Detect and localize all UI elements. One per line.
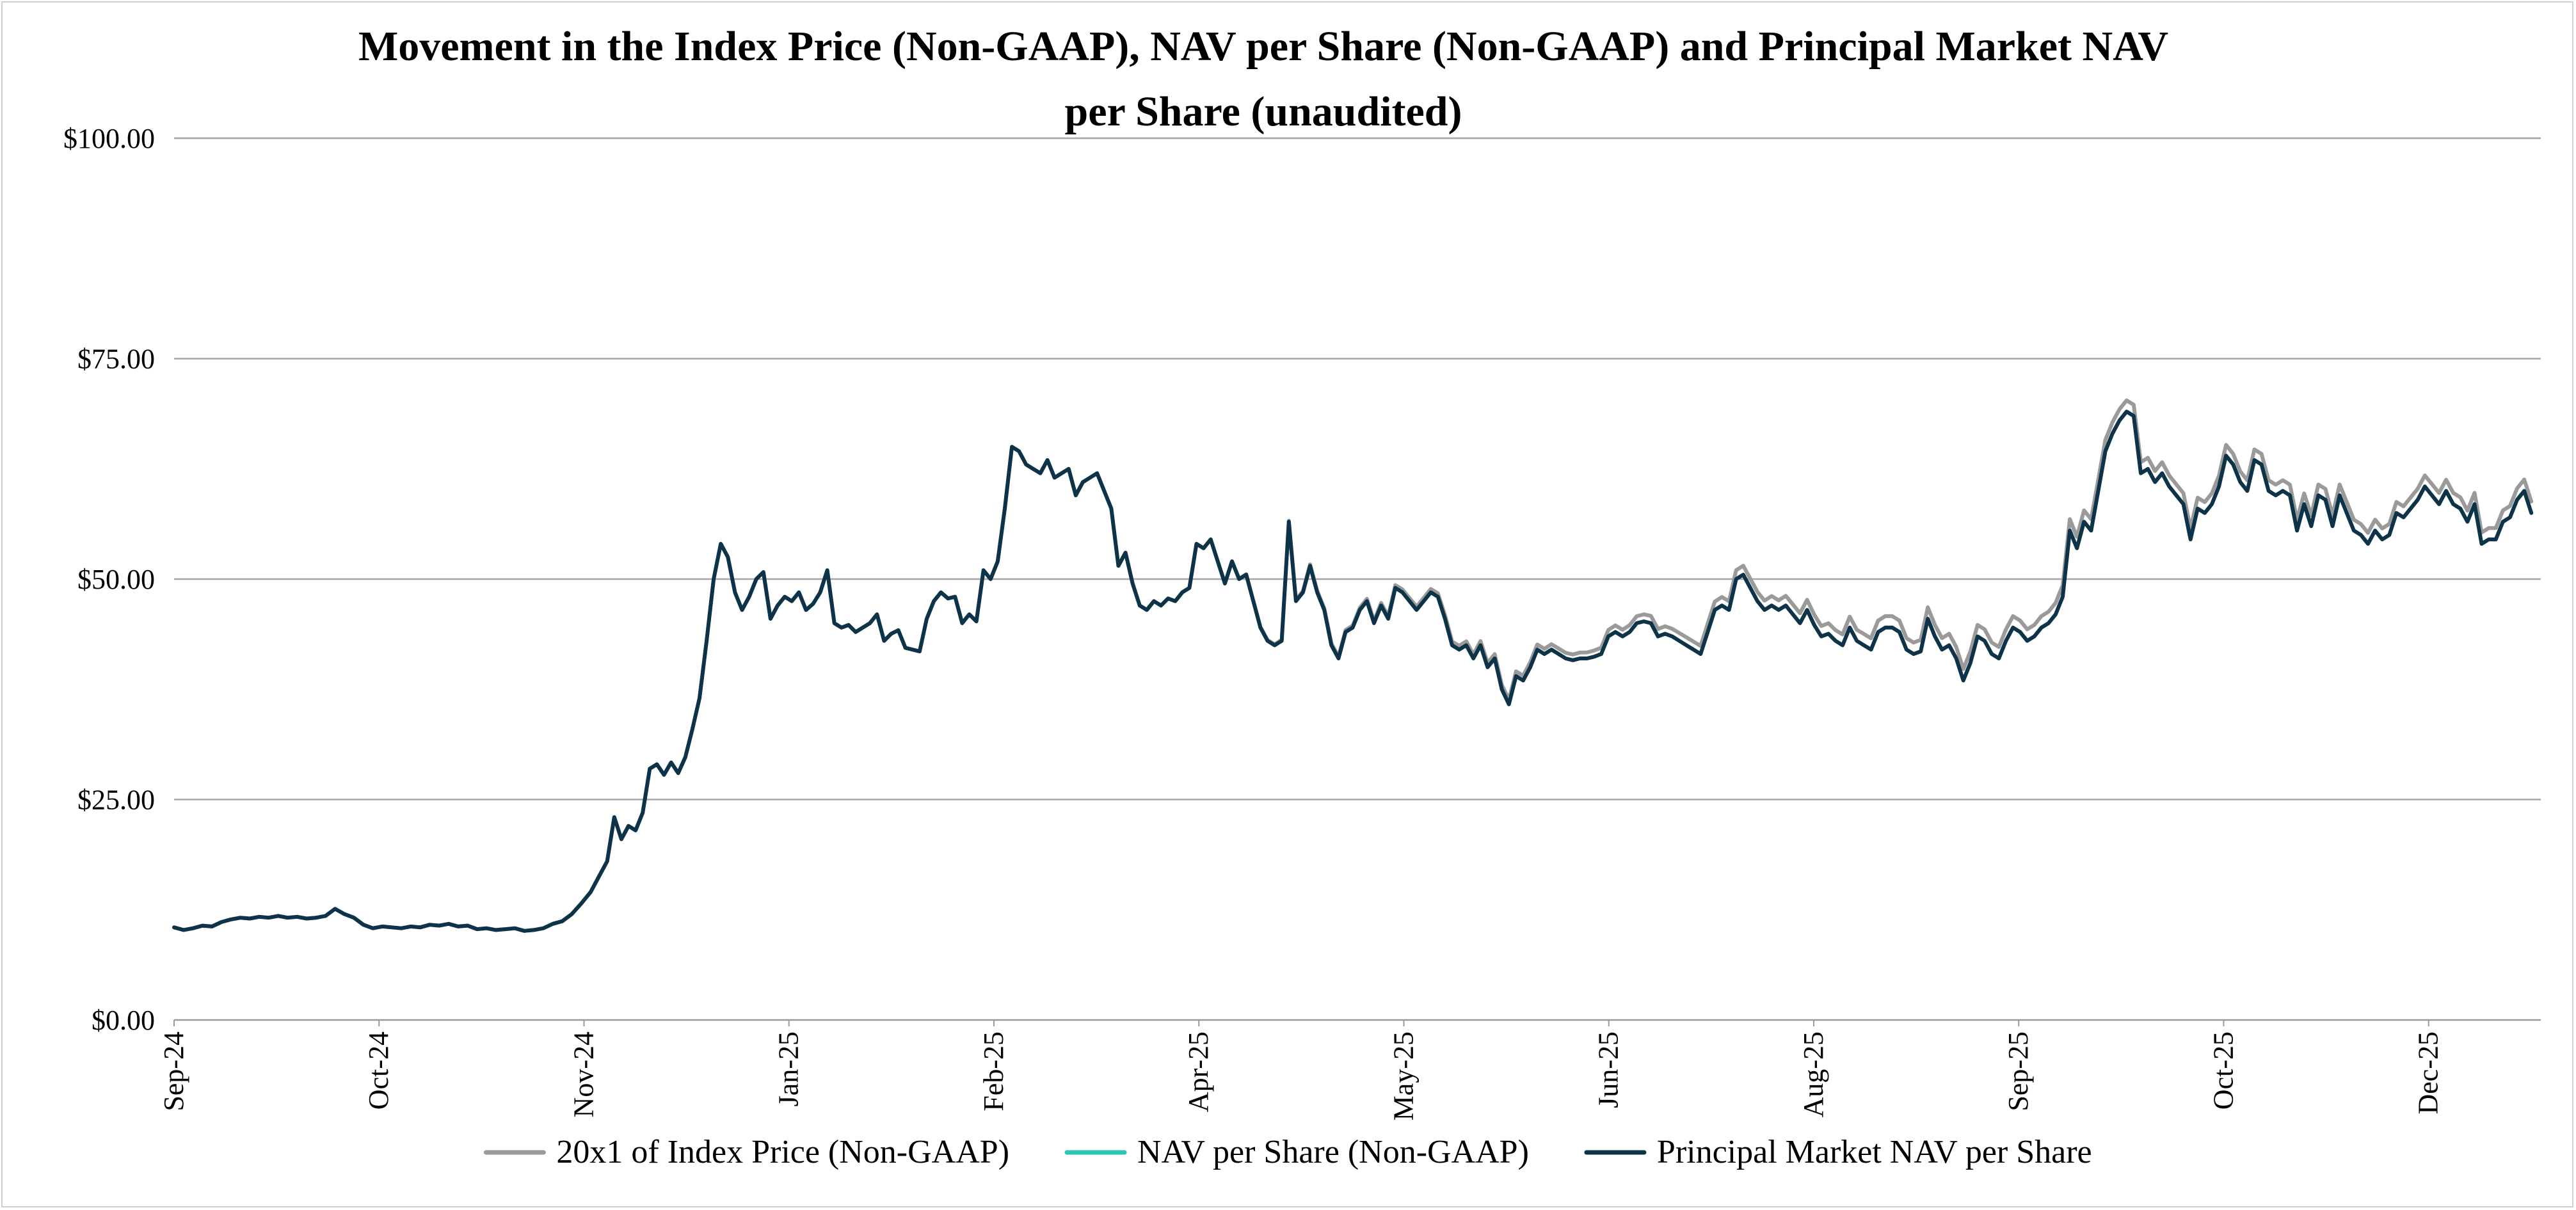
y-axis-ticks: $0.00 $25.00 $50.00 $75.00 $100.00 xyxy=(63,123,155,1036)
series-line-2 xyxy=(172,410,2533,933)
x-tick-label: Sep-24 xyxy=(158,1031,189,1111)
legend-label-3: Principal Market NAV per Share xyxy=(1657,1134,2092,1170)
x-tick-label: Apr-25 xyxy=(1183,1031,1214,1112)
x-tick-label: Oct-25 xyxy=(2207,1031,2239,1110)
gridlines xyxy=(174,137,2541,1021)
legend-label-2: NAV per Share (Non-GAAP) xyxy=(1137,1134,1529,1170)
x-tick-label: Sep-25 xyxy=(2003,1031,2034,1111)
x-tick-label: Jan-25 xyxy=(773,1031,804,1106)
y-tick-label: $100.00 xyxy=(63,123,155,154)
series-line-1 xyxy=(172,398,2534,933)
x-tick-label: Oct-24 xyxy=(363,1031,394,1110)
x-tick-label: Jun-25 xyxy=(1593,1031,1624,1108)
chart-title: Movement in the Index Price (Non-GAAP), … xyxy=(358,23,2168,135)
x-tick-label: May-25 xyxy=(1388,1031,1419,1120)
y-tick-label: $0.00 xyxy=(92,1005,155,1036)
x-tick-label: Aug-25 xyxy=(1798,1031,1829,1117)
legend-label-1: 20x1 of Index Price (Non-GAAP) xyxy=(556,1134,1009,1170)
y-tick-label: $75.00 xyxy=(77,344,155,375)
x-tick-label: Dec-25 xyxy=(2413,1031,2444,1115)
x-tick-label: Feb-25 xyxy=(978,1031,1009,1111)
x-tick-label: Nov-24 xyxy=(568,1031,599,1117)
series-line-3 xyxy=(172,410,2534,933)
legend: 20x1 of Index Price (Non-GAAP) NAV per Sh… xyxy=(483,1134,2092,1170)
series-lines xyxy=(172,398,2534,933)
x-axis-ticks: Sep-24 Oct-24 Nov-24 Jan-25 Feb-25 Apr-25 May-… xyxy=(158,1020,2444,1120)
line-chart: Movement in the Index Price (Non-GAAP), … xyxy=(63,23,2541,1170)
y-tick-label: $50.00 xyxy=(77,564,155,595)
y-tick-label: $25.00 xyxy=(77,784,155,816)
chart-title-line-2: per Share (unaudited) xyxy=(1064,88,1462,135)
chart-title-line-1: Movement in the Index Price (Non-GAAP), … xyxy=(358,23,2168,70)
